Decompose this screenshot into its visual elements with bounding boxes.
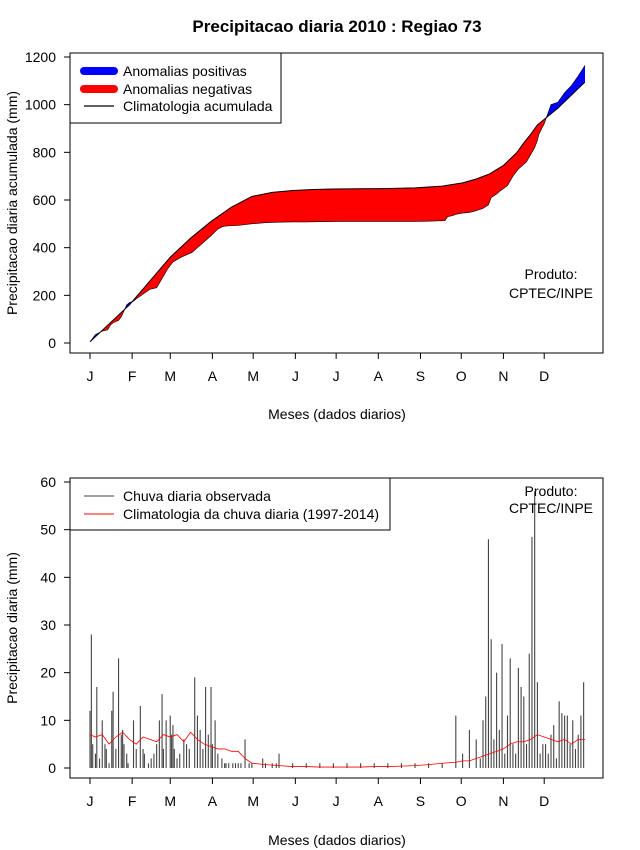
x-tick-label: A (208, 793, 218, 809)
legend-label-observed: Chuva diaria observada (123, 488, 271, 504)
y-axis-label: Precipitacao diaria acumulada (mm) (4, 91, 20, 315)
x-tick-label: O (456, 793, 467, 809)
x-tick-label: A (208, 368, 218, 384)
legend-label-climatology: Climatologia acumulada (123, 98, 273, 114)
y-tick-label: 40 (40, 569, 56, 585)
negative-anomaly-area (133, 116, 547, 302)
product-annotation-line2: CPTEC/INPE (509, 500, 593, 516)
product-annotation-line2: CPTEC/INPE (509, 285, 593, 301)
x-tick-label: J (292, 793, 299, 809)
x-axis-label: Meses (dados diarios) (268, 832, 406, 848)
product-annotation-line1: Produto: (525, 266, 578, 282)
x-tick-label: D (539, 368, 549, 384)
y-tick-label: 30 (40, 617, 56, 633)
y-axis-label: Precipitacao diaria (mm) (4, 552, 20, 704)
legend-label-climatology-daily: Climatologia da chuva diaria (1997-2014) (123, 506, 379, 522)
x-tick-label: O (456, 368, 467, 384)
x-tick-label: M (247, 793, 259, 809)
product-annotation-line1: Produto: (525, 483, 578, 499)
observed-accumulated-line (89, 65, 586, 342)
accumulated-chart: 0 200 400 600 800 1000 1200 J F M A M J J A S O N D Meses… (4, 49, 604, 422)
y-axis: 0 10 20 30 40 50 60 (40, 474, 71, 776)
x-tick-label: J (87, 368, 94, 384)
x-tick-label: A (374, 793, 384, 809)
positive-anomaly-area (546, 65, 585, 118)
y-tick-label: 20 (40, 665, 56, 681)
y-tick-label: 400 (33, 240, 57, 256)
legend: Chuva diaria observada Climatologia da c… (69, 477, 391, 531)
y-tick-label: 0 (48, 760, 56, 776)
legend-label-negative: Anomalias negativas (123, 81, 252, 97)
x-tick-label: M (164, 793, 176, 809)
climatology-accumulated-line (89, 81, 586, 343)
x-tick-label: J (292, 368, 299, 384)
legend-box (69, 477, 391, 531)
legend-box (69, 52, 282, 124)
y-tick-label: 0 (48, 335, 56, 351)
x-axis-label: Meses (dados diarios) (268, 406, 406, 422)
y-tick-label: 800 (33, 144, 57, 160)
y-tick-label: 600 (33, 192, 57, 208)
y-tick-label: 60 (40, 474, 56, 490)
y-tick-label: 1000 (25, 97, 56, 113)
x-tick-label: S (416, 793, 425, 809)
x-tick-label: J (333, 793, 340, 809)
y-tick-label: 1200 (25, 49, 56, 65)
y-tick-label: 200 (33, 287, 57, 303)
x-tick-label: M (164, 368, 176, 384)
y-axis: 0 200 400 600 800 1000 1200 (25, 49, 71, 351)
x-tick-label: N (498, 793, 508, 809)
x-tick-label: S (416, 368, 425, 384)
x-tick-label: J (333, 368, 340, 384)
x-tick-label: M (247, 368, 259, 384)
chart-title: Precipitacao diaria 2010 : Regiao 73 (192, 17, 481, 36)
x-tick-label: F (128, 368, 137, 384)
daily-chart: 0 10 20 30 40 50 60 J F M A M J J A S O N D Meses (dados … (4, 474, 604, 848)
legend: Anomalias positivas Anomalias negativas … (69, 52, 282, 124)
y-tick-label: 10 (40, 712, 56, 728)
x-tick-label: A (374, 368, 384, 384)
x-tick-label: J (87, 793, 94, 809)
observed-daily-bars (89, 491, 585, 768)
x-tick-label: F (128, 793, 137, 809)
x-tick-label: D (539, 793, 549, 809)
x-tick-label: N (498, 368, 508, 384)
climatology-daily-line (89, 731, 585, 768)
y-tick-label: 50 (40, 522, 56, 538)
legend-label-positive: Anomalias positivas (123, 63, 247, 79)
